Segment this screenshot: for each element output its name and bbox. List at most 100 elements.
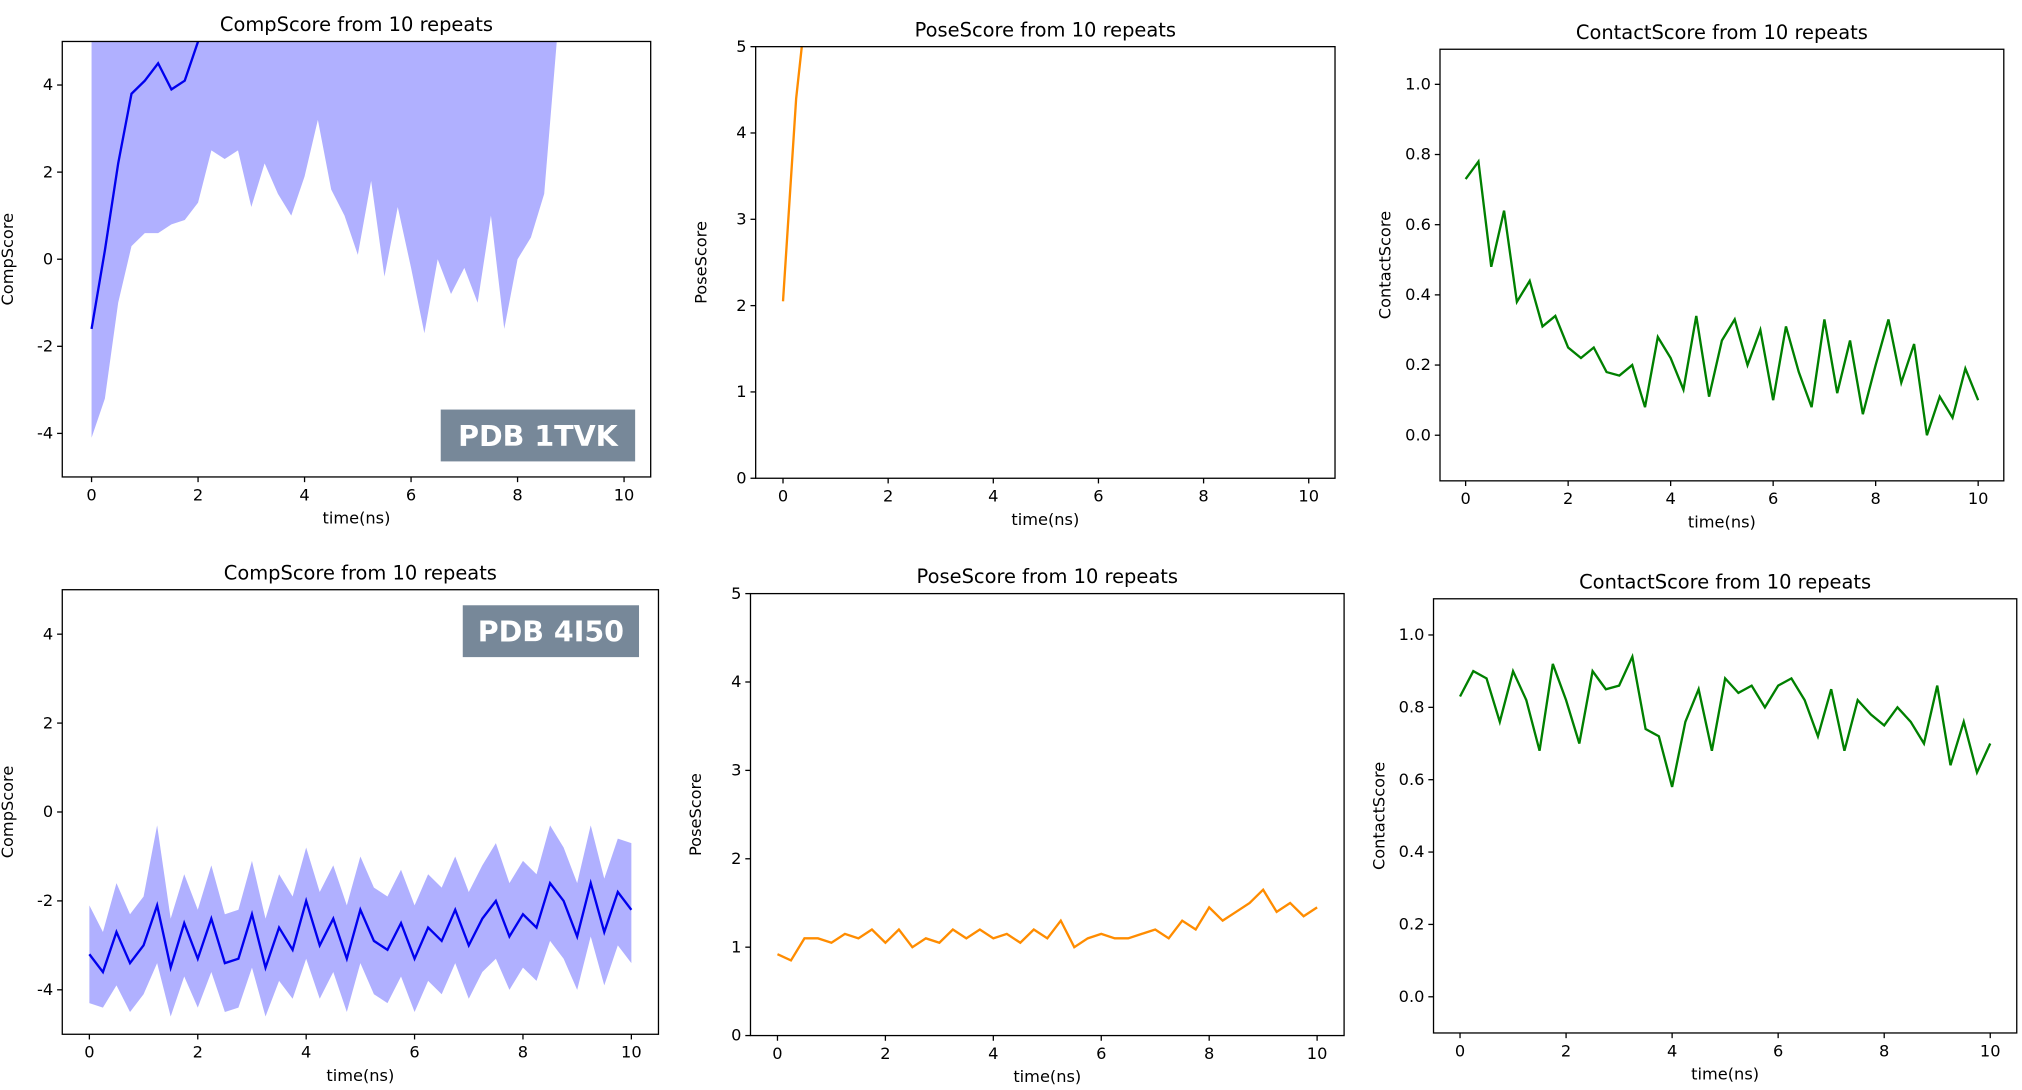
plot-area	[90, 41, 557, 438]
line	[1458, 652, 1992, 788]
x-tick-label: 0	[1460, 489, 1470, 508]
x-tick-label: 10	[621, 1043, 642, 1062]
y-tick-label: 0.0	[1399, 987, 1425, 1006]
y-tick-label: 0	[731, 1026, 741, 1045]
y-axis-label: CompScore	[0, 213, 17, 306]
chart-title: PoseScore from 10 repeats	[917, 565, 1178, 588]
chart-title: CompScore from 10 repeats	[224, 561, 497, 584]
line	[1464, 158, 1980, 436]
x-axis-label: time(ns)	[1013, 1067, 1081, 1086]
x-tick-label: 8	[1871, 489, 1881, 508]
x-tick-label: 2	[880, 1044, 890, 1063]
plot-area	[88, 825, 633, 1017]
x-tick-label: 6	[1093, 487, 1103, 506]
band	[91, 41, 557, 438]
x-tick-label: 0	[778, 487, 788, 506]
x-tick-label: 6	[406, 485, 416, 504]
x-tick-label: 0	[86, 485, 96, 504]
y-axis-label: ContactScore	[1369, 762, 1388, 870]
y-tick-label: 1	[736, 382, 746, 401]
x-tick-label: 6	[409, 1043, 419, 1062]
chart-title: CompScore from 10 repeats	[220, 13, 493, 36]
x-axis-label: time(ns)	[326, 1066, 394, 1085]
chart-title: ContactScore from 10 repeats	[1576, 21, 1868, 44]
y-axis-label: PoseScore	[686, 773, 705, 856]
y-tick-label: 4	[731, 672, 741, 691]
x-tick-label: 2	[1563, 489, 1573, 508]
y-tick-label: -2	[37, 891, 53, 910]
y-tick-label: 0.8	[1399, 698, 1425, 717]
y-tick-label: 0	[43, 249, 53, 268]
x-tick-label: 8	[1198, 487, 1208, 506]
x-tick-label: 4	[988, 1044, 998, 1063]
y-tick-label: 2	[736, 296, 746, 315]
x-tick-label: 6	[1773, 1041, 1783, 1060]
plot-frame	[749, 592, 1345, 1037]
x-tick-label: 0	[772, 1044, 782, 1063]
x-tick-label: 10	[614, 485, 635, 504]
x-axis-label: time(ns)	[323, 509, 391, 528]
y-tick-label: -2	[37, 336, 53, 355]
x-tick-label: 2	[193, 1043, 203, 1062]
x-tick-label: 8	[1879, 1041, 1889, 1060]
plot-area	[776, 887, 1318, 962]
y-axis-label: CompScore	[0, 766, 17, 859]
y-tick-label: 4	[43, 75, 53, 94]
y-axis-label: PoseScore	[691, 221, 710, 304]
x-tick-label: 0	[1455, 1041, 1465, 1060]
chart-title: PoseScore from 10 repeats	[915, 18, 1176, 41]
y-tick-label: 0.6	[1405, 215, 1431, 234]
chart-title: ContactScore from 10 repeats	[1579, 570, 1871, 593]
y-tick-label: 4	[43, 624, 53, 643]
y-tick-label: 0.4	[1405, 285, 1431, 304]
y-tick-label: 1	[731, 937, 741, 956]
y-tick-label: 5	[731, 584, 741, 603]
y-tick-label: 2	[731, 849, 741, 868]
x-tick-label: 2	[883, 487, 893, 506]
y-tick-label: 0.4	[1399, 842, 1425, 861]
y-tick-label: 0.8	[1405, 145, 1431, 164]
y-tick-label: 3	[731, 761, 741, 780]
line	[90, 41, 200, 330]
annotation-box	[462, 605, 640, 658]
plot-frame	[755, 46, 1336, 479]
plot-frame	[1432, 598, 2018, 1034]
x-tick-label: 4	[1667, 1041, 1677, 1060]
y-tick-label: 0.0	[1405, 425, 1431, 444]
x-tick-label: 8	[518, 1043, 528, 1062]
x-tick-label: 2	[1561, 1041, 1571, 1060]
y-tick-label: 1.0	[1405, 75, 1431, 94]
x-tick-label: 4	[988, 487, 998, 506]
y-tick-label: 0.2	[1399, 915, 1425, 934]
x-tick-label: 4	[299, 485, 309, 504]
y-tick-label: 4	[736, 123, 746, 142]
plot-frame	[61, 589, 660, 1035]
x-tick-label: 4	[1665, 489, 1675, 508]
x-axis-label: time(ns)	[1011, 510, 1079, 529]
x-axis-label: time(ns)	[1691, 1065, 1759, 1084]
plot-area	[1464, 158, 1980, 436]
y-tick-label: -4	[37, 980, 53, 999]
x-tick-label: 10	[1307, 1044, 1328, 1063]
plot-frame	[61, 40, 652, 478]
x-tick-label: 8	[512, 485, 522, 504]
x-tick-label: 2	[193, 485, 203, 504]
annotation-box	[440, 409, 636, 462]
line	[781, 46, 803, 302]
annotation: PDB 1TVK	[458, 420, 619, 453]
plot-frame	[1439, 48, 2005, 482]
y-tick-label: 0.2	[1405, 355, 1431, 374]
x-tick-label: 8	[1204, 1044, 1214, 1063]
line	[776, 887, 1318, 962]
x-tick-label: 0	[84, 1043, 94, 1062]
annotation: PDB 4I50	[478, 616, 624, 649]
plot-area	[781, 46, 803, 302]
y-tick-label: 5	[736, 37, 746, 56]
x-tick-label: 10	[1968, 489, 1989, 508]
y-axis-label: ContactScore	[1376, 211, 1395, 319]
x-tick-label: 10	[1298, 487, 1319, 506]
band	[89, 825, 632, 1017]
x-tick-label: 10	[1980, 1041, 2001, 1060]
